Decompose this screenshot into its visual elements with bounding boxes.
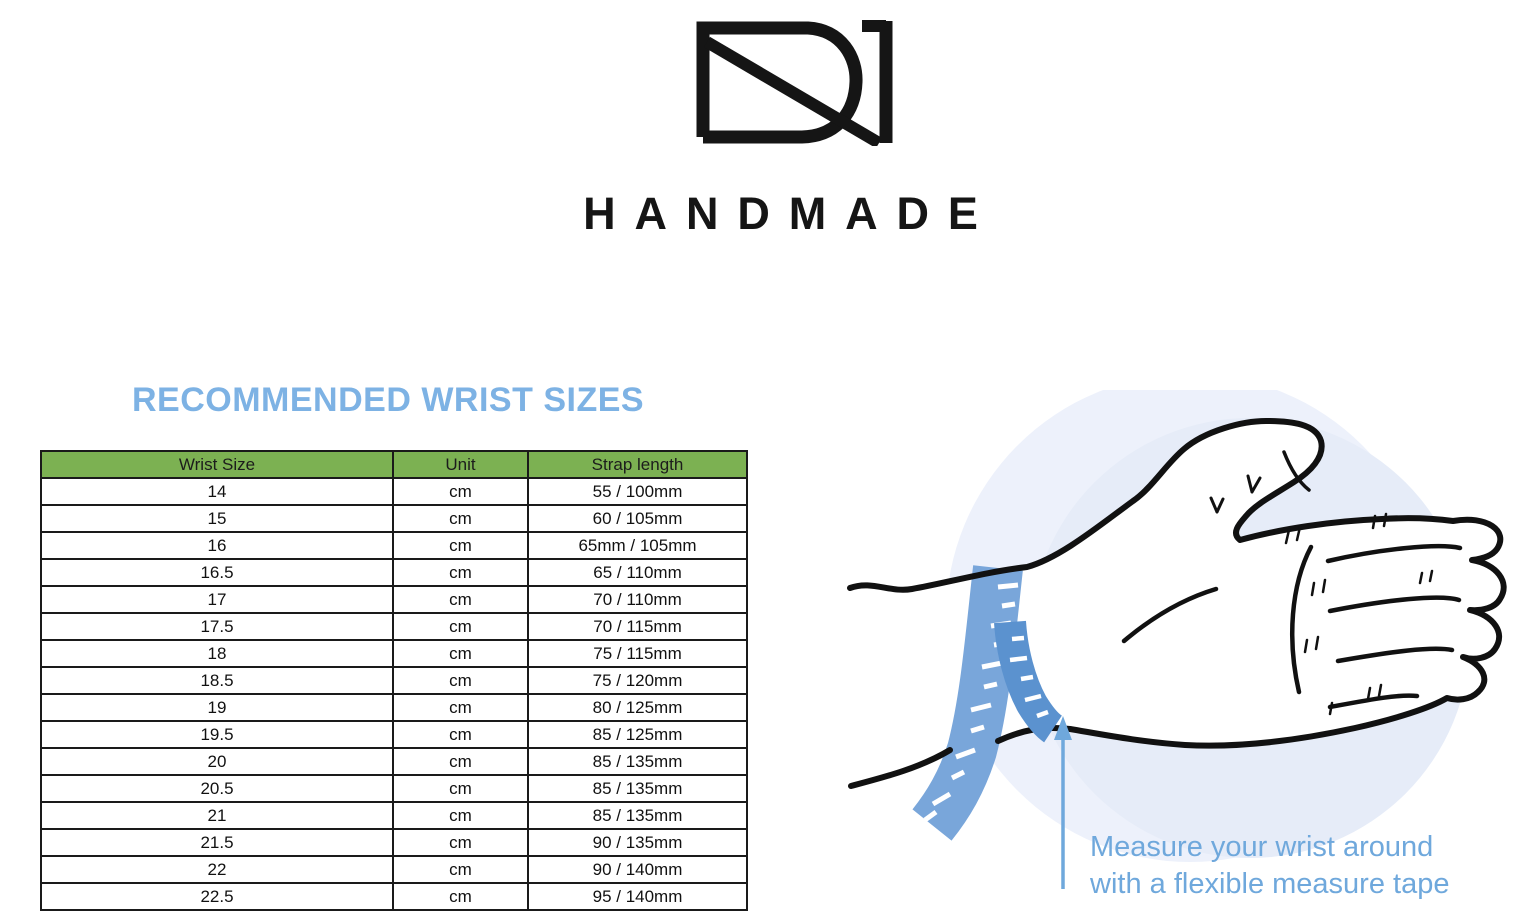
table-row: 17 cm 70 / 110mm bbox=[40, 585, 748, 614]
table-row: 16 cm 65mm / 105mm bbox=[40, 531, 748, 560]
table-row: 16.5 cm 65 / 110mm bbox=[40, 558, 748, 587]
cell-wrist-size: 20 bbox=[40, 747, 394, 776]
cell-strap-length: 55 / 100mm bbox=[527, 477, 748, 506]
cell-wrist-size: 19 bbox=[40, 693, 394, 722]
cell-strap-length: 80 / 125mm bbox=[527, 693, 748, 722]
cell-strap-length: 75 / 115mm bbox=[527, 639, 748, 668]
cell-wrist-size: 14 bbox=[40, 477, 394, 506]
cell-unit: cm bbox=[392, 585, 529, 614]
cell-strap-length: 75 / 120mm bbox=[527, 666, 748, 695]
cell-wrist-size: 19.5 bbox=[40, 720, 394, 749]
cell-unit: cm bbox=[392, 504, 529, 533]
cell-strap-length: 70 / 110mm bbox=[527, 585, 748, 614]
brand-wordmark: HANDMADE bbox=[583, 188, 997, 239]
table-row: 19.5 cm 85 / 125mm bbox=[40, 720, 748, 749]
cell-wrist-size: 20.5 bbox=[40, 774, 394, 803]
cell-unit: cm bbox=[392, 666, 529, 695]
cell-wrist-size: 22 bbox=[40, 855, 394, 884]
table-row: 22.5 cm 95 / 140mm bbox=[40, 882, 748, 911]
cell-unit: cm bbox=[392, 639, 529, 668]
cell-wrist-size: 17 bbox=[40, 585, 394, 614]
measure-caption: Measure your wrist around with a flexibl… bbox=[1090, 829, 1530, 903]
cell-strap-length: 85 / 125mm bbox=[527, 720, 748, 749]
cell-wrist-size: 22.5 bbox=[40, 882, 394, 911]
wrist-size-table: Wrist Size Unit Strap length 14 cm 55 / 10… bbox=[40, 450, 748, 911]
section-title: RECOMMENDED WRIST SIZES bbox=[132, 381, 645, 419]
table-header-row: Wrist Size Unit Strap length bbox=[40, 450, 748, 479]
hand-outline bbox=[847, 418, 1507, 789]
cell-unit: cm bbox=[392, 882, 529, 911]
measure-caption-line2: with a flexible measure tape bbox=[1090, 868, 1450, 900]
column-header-wrist-size: Wrist Size bbox=[40, 450, 394, 479]
measure-tape-front bbox=[994, 620, 1063, 743]
cell-unit: cm bbox=[392, 558, 529, 587]
cell-strap-length: 85 / 135mm bbox=[527, 801, 748, 830]
table-row: 21 cm 85 / 135mm bbox=[40, 801, 748, 830]
cell-strap-length: 65 / 110mm bbox=[527, 558, 748, 587]
cell-unit: cm bbox=[392, 855, 529, 884]
cell-wrist-size: 15 bbox=[40, 504, 394, 533]
cell-strap-length: 95 / 140mm bbox=[527, 882, 748, 911]
column-header-unit: Unit bbox=[392, 450, 529, 479]
cell-strap-length: 70 / 115mm bbox=[527, 612, 748, 641]
cell-strap-length: 90 / 140mm bbox=[527, 855, 748, 884]
table-row: 22 cm 90 / 140mm bbox=[40, 855, 748, 884]
table-row: 15 cm 60 / 105mm bbox=[40, 504, 748, 533]
table-row: 19 cm 80 / 125mm bbox=[40, 693, 748, 722]
cell-wrist-size: 18.5 bbox=[40, 666, 394, 695]
cell-unit: cm bbox=[392, 477, 529, 506]
cell-wrist-size: 21 bbox=[40, 801, 394, 830]
cell-wrist-size: 18 bbox=[40, 639, 394, 668]
cell-strap-length: 65mm / 105mm bbox=[527, 531, 748, 560]
cell-unit: cm bbox=[392, 774, 529, 803]
cell-unit: cm bbox=[392, 612, 529, 641]
cell-strap-length: 85 / 135mm bbox=[527, 774, 748, 803]
table-row: 17.5 cm 70 / 115mm bbox=[40, 612, 748, 641]
dn-monogram-logo-icon bbox=[696, 20, 893, 146]
table-row: 18 cm 75 / 115mm bbox=[40, 639, 748, 668]
cell-wrist-size: 16 bbox=[40, 531, 394, 560]
cell-strap-length: 60 / 105mm bbox=[527, 504, 748, 533]
wrist-pointer-arrow bbox=[1054, 716, 1072, 889]
cell-unit: cm bbox=[392, 720, 529, 749]
table-row: 20.5 cm 85 / 135mm bbox=[40, 774, 748, 803]
cell-unit: cm bbox=[392, 747, 529, 776]
cell-strap-length: 90 / 135mm bbox=[527, 828, 748, 857]
table-row: 20 cm 85 / 135mm bbox=[40, 747, 748, 776]
cell-strap-length: 85 / 135mm bbox=[527, 747, 748, 776]
wrist-measure-illustration bbox=[847, 390, 1507, 889]
measure-tape-back bbox=[912, 565, 1023, 841]
cell-unit: cm bbox=[392, 693, 529, 722]
cell-wrist-size: 17.5 bbox=[40, 612, 394, 641]
measure-caption-line1: Measure your wrist around bbox=[1090, 831, 1434, 863]
cell-wrist-size: 16.5 bbox=[40, 558, 394, 587]
cell-unit: cm bbox=[392, 531, 529, 560]
cell-wrist-size: 21.5 bbox=[40, 828, 394, 857]
table-row: 18.5 cm 75 / 120mm bbox=[40, 666, 748, 695]
column-header-strap-length: Strap length bbox=[527, 450, 748, 479]
table-row: 14 cm 55 / 100mm bbox=[40, 477, 748, 506]
table-row: 21.5 cm 90 / 135mm bbox=[40, 828, 748, 857]
cell-unit: cm bbox=[392, 828, 529, 857]
cell-unit: cm bbox=[392, 801, 529, 830]
